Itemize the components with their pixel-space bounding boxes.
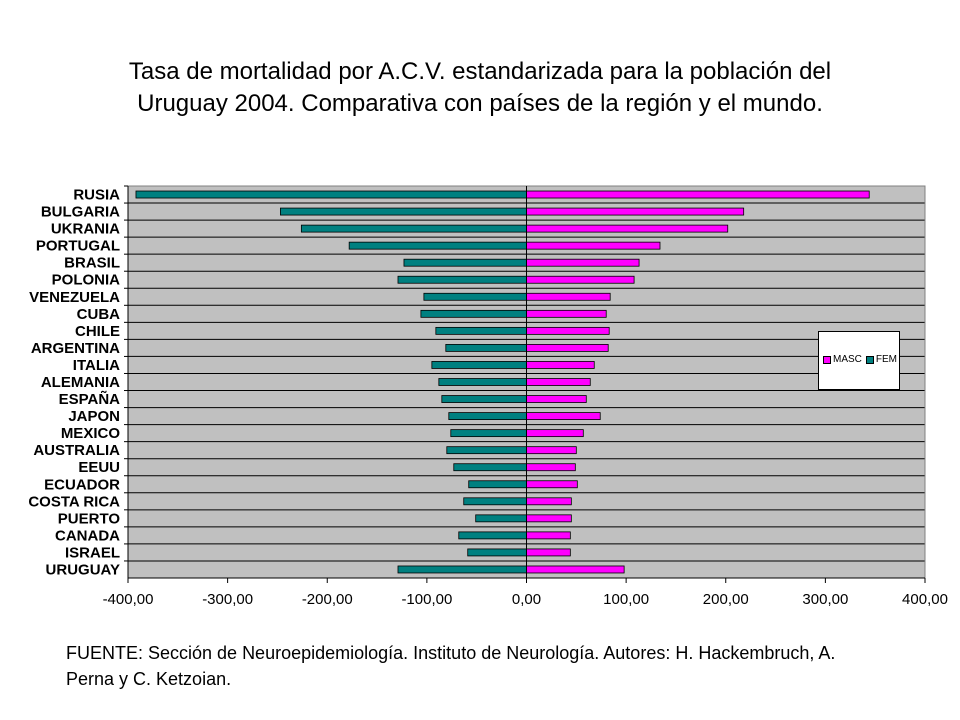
category-label: COSTA RICA [28,493,120,510]
bar-masc [526,514,572,523]
bar-fem [448,412,527,420]
bar-fem [463,497,527,506]
category-label: AUSTRALIA [33,442,120,459]
bar-fem [397,275,527,284]
legend-item-masc: MASC [823,355,862,365]
legend-item-fem: FEM [865,354,898,365]
bar-masc [526,344,609,352]
bar-masc [526,531,571,540]
category-label: CANADA [55,527,120,544]
category-label: JAPON [68,408,120,425]
category-label: ESPAÑA [59,390,121,408]
bar-fem [397,565,527,574]
category-label: BRASIL [64,255,120,272]
bar-fem [280,207,527,216]
bar-masc [526,224,729,233]
category-label: ISRAEL [65,544,120,561]
x-tick-label: 300,00 [802,591,848,608]
category-label: ECUADOR [44,476,120,493]
bar-masc [526,446,577,455]
category-label: VENEZUELA [29,289,120,306]
category-label: POLONIA [52,272,121,289]
bar-masc [526,429,584,438]
bar-masc [526,565,625,574]
bar-fem [458,531,527,540]
category-label: UKRANIA [51,221,120,238]
category-label: CUBA [77,306,120,323]
bar-fem [438,378,527,386]
bar-masc [526,497,572,506]
x-tick-label: -200,00 [302,591,353,608]
category-label: BULGARIA [41,204,120,221]
bar-fem [441,395,527,403]
bar-fem [468,480,527,489]
bar-masc [526,258,640,267]
bar-masc [526,207,745,216]
bar-fem [403,258,527,267]
bar-fem [446,446,527,455]
bar-fem [423,292,527,301]
legend-row: MASC FEM [823,355,901,365]
bar-masc [526,378,591,386]
legend-swatch-masc [823,356,831,364]
bar-masc [526,361,595,369]
category-label: PUERTO [58,510,121,527]
bar-masc [526,463,576,472]
bar-fem [445,344,527,352]
bar-masc [526,548,571,557]
bar-fem [450,429,527,438]
x-tick-label: 400,00 [902,591,948,608]
category-label: RUSIA [73,187,120,204]
chart-legend: MASC FEM [818,331,900,390]
chart-title: Tasa de mortalidad por A.C.V. estandariz… [40,56,920,120]
x-tick-label: -400,00 [103,591,154,608]
legend-label-masc: MASC [833,354,862,365]
bar-fem [467,548,527,557]
chart-title-line-1: Tasa de mortalidad por A.C.V. estandariz… [128,58,832,85]
category-label: ARGENTINA [31,340,120,357]
legend-label-fem: FEM [875,354,898,365]
bar-fem [453,463,527,472]
bar-masc [526,275,635,284]
bar-masc [526,395,587,403]
x-tick-label: -300,00 [202,591,253,608]
bar-masc [526,309,607,318]
x-tick-label: 200,00 [703,591,749,608]
chart-title-line-2: Uruguay 2004. Comparativa con países de … [137,90,823,117]
category-label: EEUU [78,459,120,476]
category-label: PORTUGAL [36,238,120,255]
bar-fem [300,224,527,233]
category-label: ITALIA [73,357,120,374]
bar-fem [135,190,527,199]
x-tick-label: -100,00 [401,591,452,608]
bar-fem [420,309,527,318]
category-label: ALEMANIA [41,374,120,391]
bar-masc [526,326,610,335]
bar-masc [526,241,661,250]
bar-fem [435,326,527,335]
x-tick-label: 100,00 [603,591,649,608]
bar-fem [431,361,527,369]
bar-fem [475,514,527,523]
bar-fem [348,241,527,250]
legend-swatch-fem [865,356,874,364]
source-note: FUENTE: Sección de Neuroepidemiología. I… [66,643,836,689]
x-tick-label: 0,00 [512,591,541,608]
category-label: CHILE [75,323,120,340]
category-label: URUGUAY [46,561,120,578]
bar-masc [526,480,578,489]
bar-masc [526,292,611,301]
bar-masc [526,412,601,420]
bar-masc [526,190,870,199]
category-label: MEXICO [61,425,121,442]
